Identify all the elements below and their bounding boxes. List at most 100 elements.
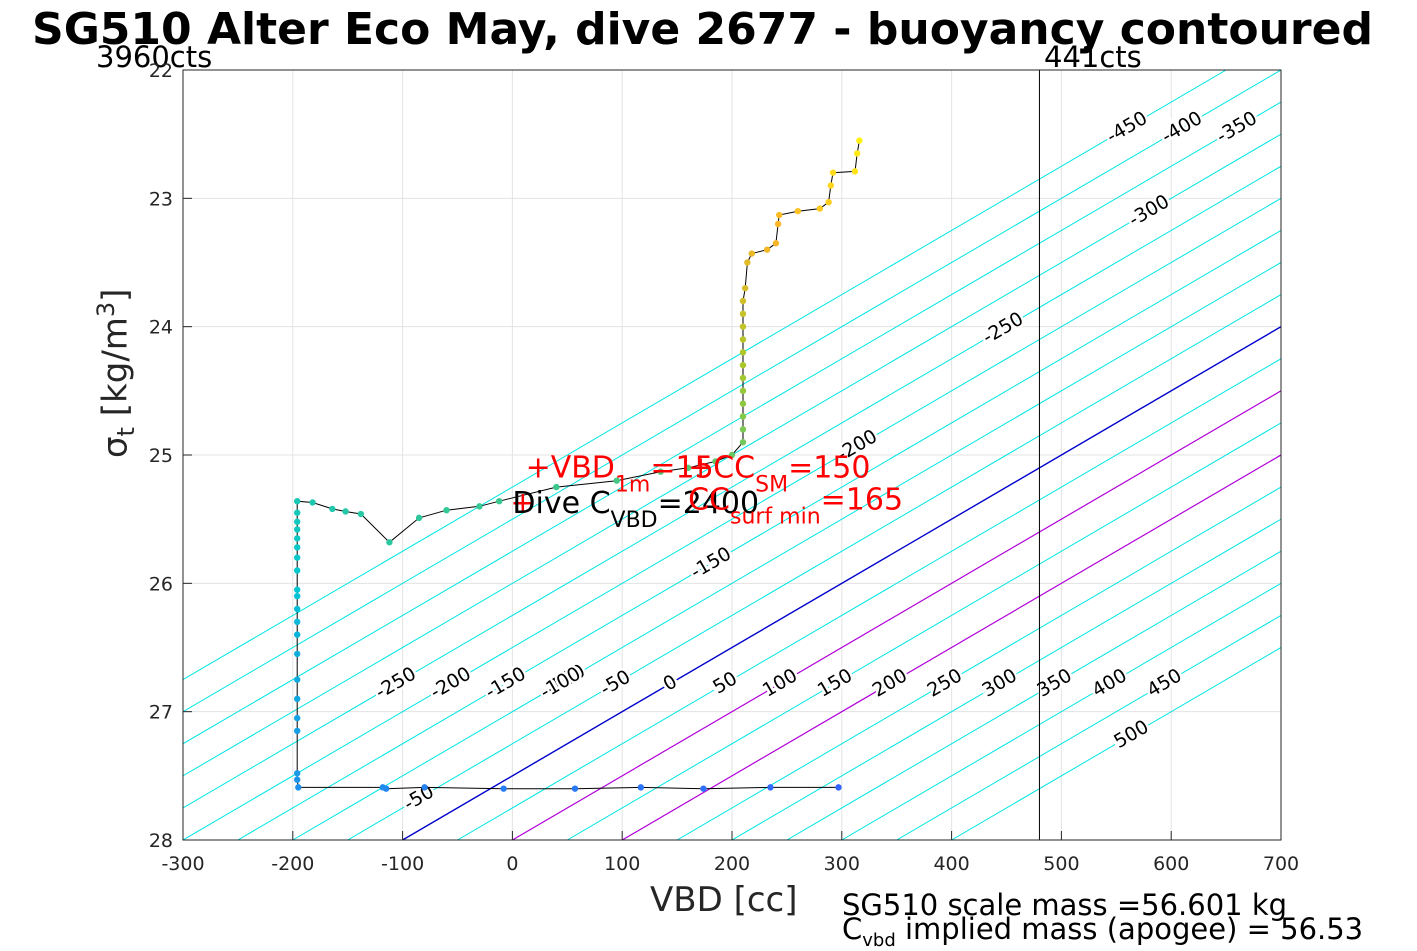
- profile-point: [856, 137, 862, 143]
- y-axis-label-part: [kg/m: [95, 317, 135, 427]
- profile-point: [416, 515, 422, 521]
- profile-point: [740, 388, 746, 394]
- annotation-sub: surf min: [730, 504, 821, 529]
- profile-point: [294, 776, 300, 782]
- annotation-sub: SM: [755, 472, 788, 497]
- x-tick-label: 0: [506, 853, 518, 875]
- profile-point: [294, 715, 300, 721]
- profile-point: [294, 587, 300, 593]
- profile-point: [294, 631, 300, 637]
- annotation-main: +VBD: [526, 450, 615, 485]
- profile-point: [294, 676, 300, 682]
- x-tick-label: 700: [1263, 853, 1299, 875]
- profile-point: [329, 506, 335, 512]
- profile-point: [294, 526, 300, 532]
- profile-point: [294, 498, 300, 504]
- profile-point: [773, 240, 779, 246]
- y-axis-label: σt [kg/m3]: [92, 289, 140, 458]
- profile-point: [744, 259, 750, 265]
- contour-label-upper: 0: [262, 903, 284, 928]
- profile-point: [740, 375, 746, 381]
- profile-point: [309, 499, 315, 505]
- x-tick-label: -100: [381, 853, 424, 875]
- implied-mass-sub: vbd: [862, 930, 896, 951]
- profile-point: [342, 508, 348, 514]
- profile-point: [443, 507, 449, 513]
- profile-point: [294, 519, 300, 525]
- annotation-sub: VBD: [611, 508, 658, 533]
- profile-point: [835, 784, 841, 790]
- profile-point: [358, 511, 364, 517]
- y-tick-label: 22: [149, 60, 173, 82]
- y-tick-label: 23: [149, 188, 173, 210]
- profile-point: [294, 535, 300, 541]
- y-tick-label: 25: [149, 445, 173, 467]
- profile-point: [294, 567, 300, 573]
- profile-point: [740, 362, 746, 368]
- x-tick-label: -300: [161, 853, 204, 875]
- y-axis-label-part: σ: [95, 436, 135, 458]
- profile-point: [740, 323, 746, 329]
- profile-point: [817, 205, 823, 211]
- profile-point: [830, 169, 836, 175]
- profile-point: [294, 593, 300, 599]
- y-axis-label-part: 3: [92, 302, 120, 317]
- profile-point: [740, 349, 746, 355]
- annotation-main: +CC: [688, 450, 755, 485]
- profile-point: [740, 298, 746, 304]
- profile-point: [294, 554, 300, 560]
- profile-point: [294, 619, 300, 625]
- y-tick-label: 24: [149, 317, 173, 339]
- profile-point: [775, 221, 781, 227]
- annotation-value: =150: [788, 450, 870, 485]
- x-tick-label: 200: [714, 853, 750, 875]
- y-tick-label: 26: [149, 573, 173, 595]
- profile-point: [740, 400, 746, 406]
- profile-point: [294, 728, 300, 734]
- x-tick-label: -200: [271, 853, 314, 875]
- profile-point: [496, 498, 502, 504]
- profile-point: [776, 212, 782, 218]
- implied-mass-c: C: [842, 912, 862, 946]
- profile-point: [700, 785, 706, 791]
- profile-point: [852, 168, 858, 174]
- profile-point: [740, 439, 746, 445]
- profile-point: [740, 311, 746, 317]
- profile-point: [294, 696, 300, 702]
- profile-point: [476, 503, 482, 509]
- profile-point: [294, 651, 300, 657]
- profile-point: [421, 784, 427, 790]
- profile-point: [500, 785, 506, 791]
- annotation-sub: 1m: [615, 472, 650, 497]
- y-tick-label: 28: [149, 830, 173, 852]
- annotation-value: =165: [821, 482, 903, 517]
- profile-point: [740, 413, 746, 419]
- profile-point: [764, 246, 770, 252]
- implied-mass-rest: implied mass (apogee) = 56.53: [896, 912, 1363, 946]
- profile-point: [825, 199, 831, 205]
- y-tick-label: 27: [149, 702, 173, 724]
- x-tick-label: 300: [824, 853, 860, 875]
- x-tick-label: 500: [1043, 853, 1079, 875]
- annotation-main: CC: [688, 482, 730, 517]
- y-axis-label-part: t: [112, 427, 140, 436]
- profile-point: [828, 182, 834, 188]
- profile-point: [854, 150, 860, 156]
- profile-point: [638, 784, 644, 790]
- x-tick-label: 400: [933, 853, 969, 875]
- profile-point: [294, 510, 300, 516]
- profile-point: [294, 606, 300, 612]
- y-axis-label-part: ]: [95, 289, 135, 302]
- profile-point: [295, 784, 301, 790]
- profile-point: [380, 784, 386, 790]
- annotation-main: Dive C: [512, 486, 610, 521]
- profile-point: [767, 784, 773, 790]
- profile-point: [294, 544, 300, 550]
- profile-point: [749, 250, 755, 256]
- x-axis-label: VBD [cc]: [650, 880, 798, 920]
- x-tick-label: 600: [1153, 853, 1189, 875]
- profile-point: [386, 539, 392, 545]
- profile-point: [294, 770, 300, 776]
- x-tick-label: 100: [604, 853, 640, 875]
